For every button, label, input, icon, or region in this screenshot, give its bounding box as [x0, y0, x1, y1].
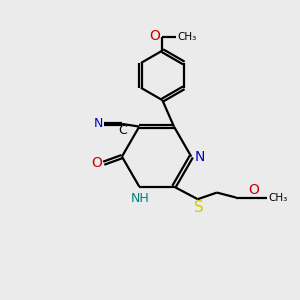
- Text: S: S: [194, 200, 203, 215]
- Text: CH₃: CH₃: [268, 193, 287, 202]
- Text: C: C: [119, 124, 128, 137]
- Text: N: N: [195, 150, 206, 164]
- Text: CH₃: CH₃: [177, 32, 196, 42]
- Text: O: O: [248, 183, 259, 197]
- Text: N: N: [94, 117, 103, 130]
- Text: NH: NH: [131, 192, 150, 205]
- Text: O: O: [91, 155, 102, 170]
- Text: O: O: [150, 29, 160, 43]
